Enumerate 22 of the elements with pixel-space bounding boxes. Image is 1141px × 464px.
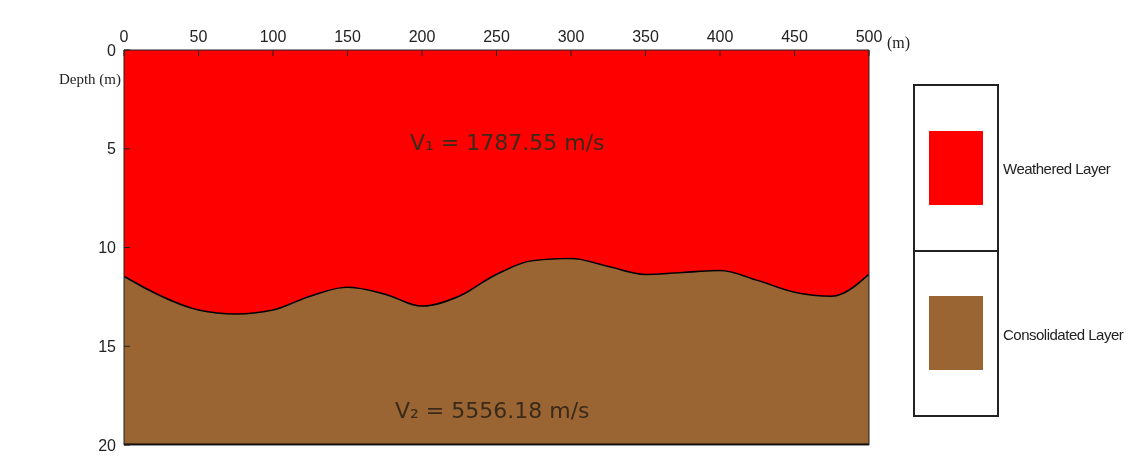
x-tick-label: 0: [119, 28, 129, 45]
x-axis-title: (m): [887, 34, 911, 52]
x-tick-label: 300: [557, 28, 585, 45]
annotation: V₂ = 5556.18 m/s: [395, 398, 590, 423]
x-tick-label: 100: [259, 28, 287, 45]
x-tick-label: 350: [632, 28, 659, 45]
x-tick-label: 400: [706, 28, 734, 45]
y-tick-label: 10: [98, 239, 117, 257]
x-tick-label: 450: [781, 28, 808, 45]
x-tick-label: 200: [408, 28, 436, 45]
y-tick-label: 5: [107, 140, 117, 158]
y-axis-title: Depth (m): [58, 71, 121, 88]
text: Consolidated Layer: [1003, 325, 1124, 343]
text: Weathered Layer: [1003, 159, 1111, 177]
y-tick-label: 0: [107, 41, 117, 59]
y-tick-label: 15: [98, 337, 117, 355]
x-tick-label: 150: [334, 28, 361, 45]
x-tick-label: 50: [189, 28, 208, 45]
y-tick-label: 20: [98, 436, 117, 454]
annotation: V₁ = 1787.55 m/s: [410, 130, 605, 155]
x-tick-label: 250: [483, 28, 510, 45]
x-tick-label: 500: [855, 28, 883, 45]
